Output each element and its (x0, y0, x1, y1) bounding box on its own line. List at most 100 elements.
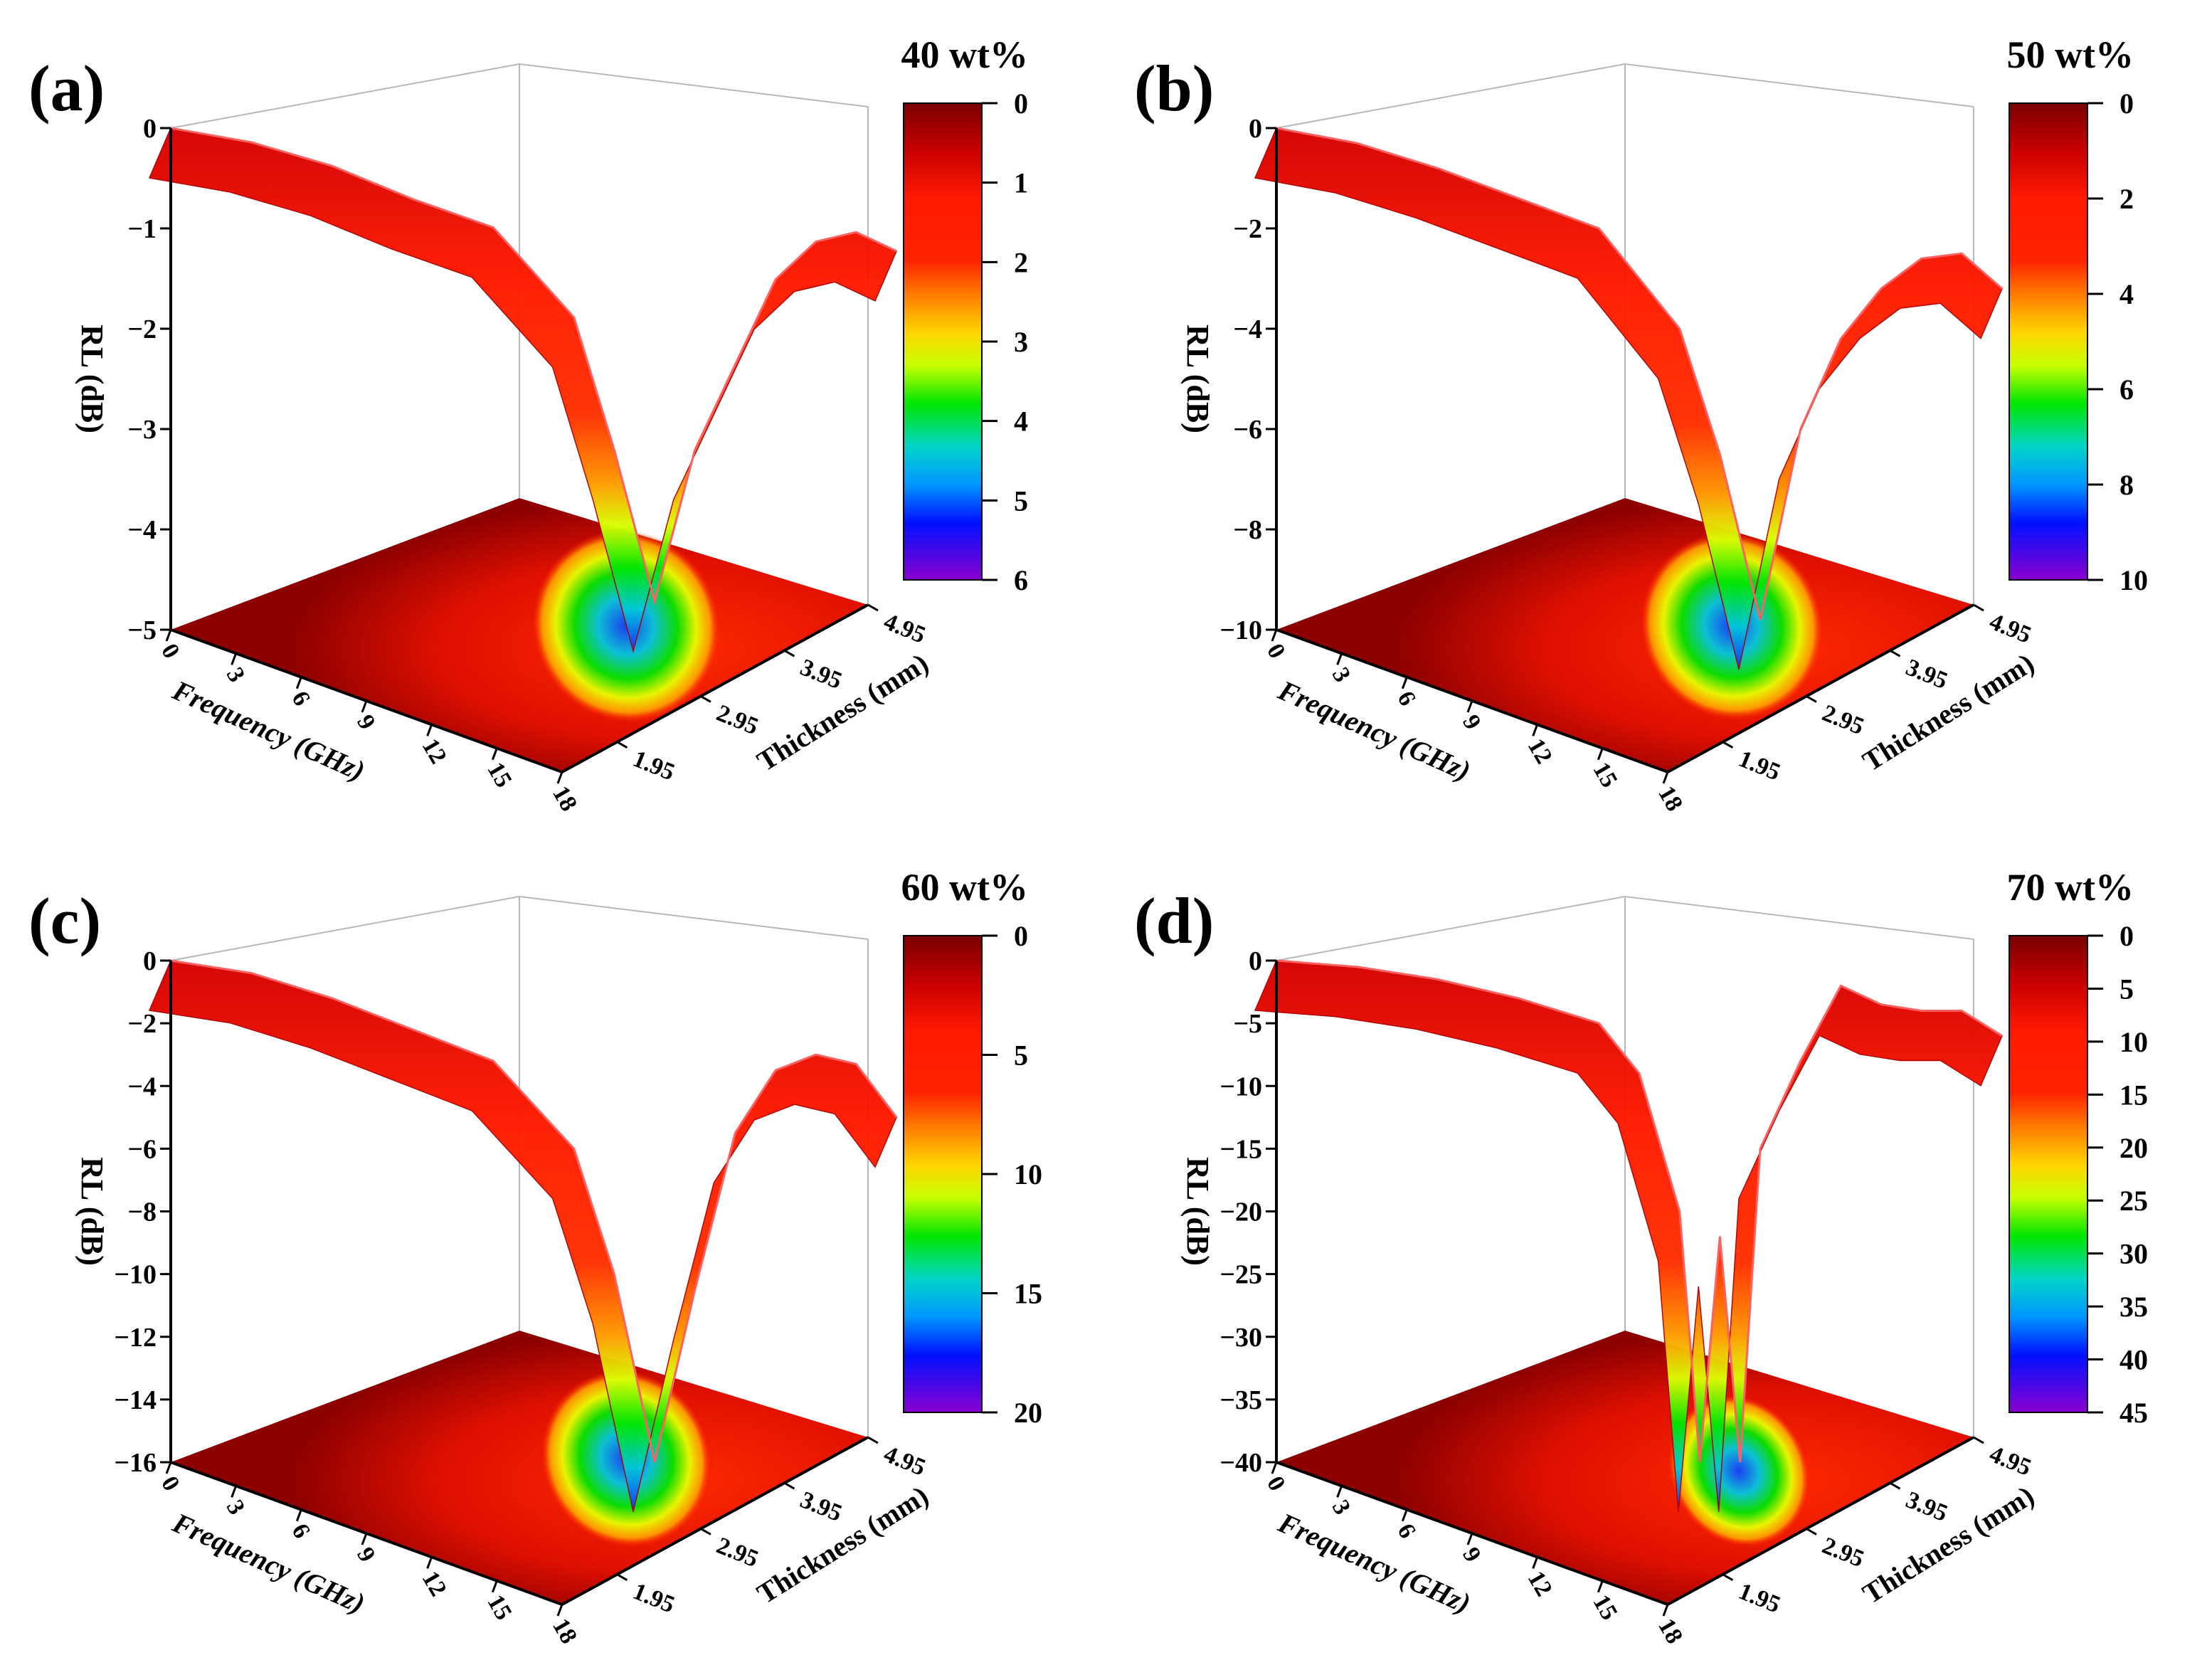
frequency-tick-mark (231, 652, 238, 665)
colorbar-tick-label: 0 (2120, 88, 2134, 120)
z-tick-label: 0 (1249, 114, 1262, 144)
thickness-tick-label: 1.95 (1735, 1578, 1784, 1619)
thickness-tick-mark (1806, 1528, 1817, 1536)
frequency-tick-mark (1401, 1509, 1408, 1522)
thickness-tick-label: 4.95 (880, 1441, 929, 1481)
frequency-tick-mark (1336, 1485, 1343, 1498)
z-tick-label: −6 (1233, 415, 1262, 445)
thickness-tick-label: 3.95 (1902, 1486, 1951, 1527)
frequency-tick-label: 3 (1327, 663, 1356, 687)
frequency-tick-label: 18 (547, 782, 582, 816)
colorbar-tick-label: 10 (2120, 1026, 2148, 1058)
floor-contour-map (1276, 1331, 1974, 1605)
thickness-tick-label: 4.95 (1986, 1441, 2035, 1481)
rl-surface-ridge (170, 959, 898, 1463)
z-tick-label: −4 (1233, 314, 1262, 344)
z-tick-label: −6 (127, 1134, 157, 1164)
thickness-tick-mark (1722, 741, 1734, 749)
colorbar-tick-label: 30 (2120, 1238, 2148, 1270)
thickness-tick-mark (1806, 695, 1817, 703)
frequency-tick-label: 9 (1457, 711, 1486, 734)
frequency-tick-mark (1662, 771, 1669, 784)
frequency-tick-label: 3 (221, 663, 250, 687)
frequency-tick-label: 18 (1653, 782, 1688, 816)
frequency-tick-mark (1532, 1556, 1539, 1569)
z-tick-label: 0 (1249, 946, 1262, 976)
colorbar-tick-label: 4 (1014, 406, 1028, 438)
box-edge (1276, 896, 1626, 961)
thickness-tick-label: 4.95 (1986, 608, 2035, 649)
z-tick-label: −10 (114, 1260, 157, 1290)
frequency-tick-label: 15 (482, 1590, 517, 1624)
z-tick-label: −35 (1219, 1385, 1262, 1415)
thickness-tick-label: 1.95 (1735, 746, 1784, 786)
frequency-tick-label: 9 (351, 1543, 381, 1567)
panel-title: 70 wt% (2007, 866, 2134, 909)
frequency-tick-mark (165, 629, 172, 642)
frequency-tick-mark (556, 1604, 563, 1617)
frequency-tick-mark (1466, 1533, 1473, 1545)
thickness-tick-mark (616, 1573, 628, 1582)
colorbar-tick-label: 40 (2120, 1344, 2148, 1376)
frequency-tick-mark (1466, 700, 1473, 713)
colorbar-tick-label: 20 (1014, 1397, 1042, 1429)
frequency-tick-label: 15 (1587, 758, 1622, 792)
colorbar-tick-label: 10 (2120, 564, 2148, 596)
frequency-tick-mark (426, 1556, 433, 1569)
z-tick-label: −12 (114, 1323, 157, 1353)
frequency-tick-label: 6 (1392, 687, 1421, 710)
thickness-axis-label: Thickness (mm) (1857, 647, 2040, 778)
z-tick-label: −40 (1219, 1448, 1262, 1478)
z-tick-label: −14 (114, 1385, 157, 1415)
z-tick-label: −2 (127, 1009, 157, 1039)
frequency-tick-label: 18 (1653, 1614, 1688, 1649)
colorbar (2009, 102, 2088, 581)
colorbar-tick-label: 2 (1014, 246, 1028, 278)
rl-surface-ridge (1276, 959, 2003, 1463)
thickness-tick-label: 1.95 (629, 746, 678, 786)
panel-box (170, 63, 869, 605)
frequency-tick-label: 3 (1327, 1496, 1356, 1519)
z-tick-label: −30 (1219, 1323, 1262, 1353)
colorbar-tick-label: 45 (2120, 1397, 2148, 1429)
frequency-tick-label: 0 (156, 1472, 185, 1496)
colorbar-tick-label: 8 (2120, 469, 2134, 501)
thickness-tick-mark (616, 741, 628, 749)
thickness-tick-mark (700, 695, 711, 703)
thickness-axis-line (561, 1436, 869, 1606)
thickness-axis-label: Thickness (mm) (751, 647, 934, 778)
colorbar-tick-label: 25 (2120, 1185, 2148, 1217)
panel-label: (d) (1134, 884, 1214, 957)
panel-title: 50 wt% (2007, 33, 2134, 76)
panel-title: 40 wt% (901, 33, 1028, 76)
box-edge (1624, 896, 1974, 940)
thickness-tick-label: 4.95 (880, 608, 929, 649)
thickness-tick-mark (783, 649, 795, 657)
colorbar-tick-label: 0 (1014, 920, 1028, 952)
colorbar-tick-label: 35 (2120, 1291, 2148, 1323)
colorbar-tick-label: 5 (1014, 1040, 1028, 1072)
panel-label: (a) (28, 52, 105, 125)
floor-hotspot (1668, 1395, 1809, 1547)
frequency-tick-mark (1271, 629, 1278, 642)
thickness-tick-label: 2.95 (713, 1533, 762, 1573)
thickness-tick-mark (867, 603, 879, 612)
frequency-tick-mark (1597, 1580, 1604, 1593)
thickness-tick-label: 2.95 (1819, 1533, 1868, 1573)
chart-panel-d: 0 −5 −10 −15 −20 −25 −30 −35 −40 RL (dB) 0 3 6 9 12 15 1… (1134, 866, 2148, 1648)
frequency-tick-label: 3 (221, 1496, 250, 1519)
colorbar-tick-label: 5 (2120, 973, 2134, 1005)
z-tick-label: −5 (1233, 1009, 1262, 1039)
thickness-tick-label: 3.95 (796, 654, 845, 694)
box-edge (1624, 63, 1974, 107)
frequency-tick-label: 6 (1392, 1519, 1421, 1543)
frequency-tick-label: 0 (1261, 1472, 1291, 1496)
z-tick-label: −20 (1219, 1198, 1262, 1227)
frequency-tick-label: 15 (482, 758, 517, 792)
frequency-tick-mark (1271, 1462, 1278, 1474)
z-tick-label: −10 (1219, 615, 1262, 645)
colorbar-tick-label: 20 (2120, 1132, 2148, 1164)
